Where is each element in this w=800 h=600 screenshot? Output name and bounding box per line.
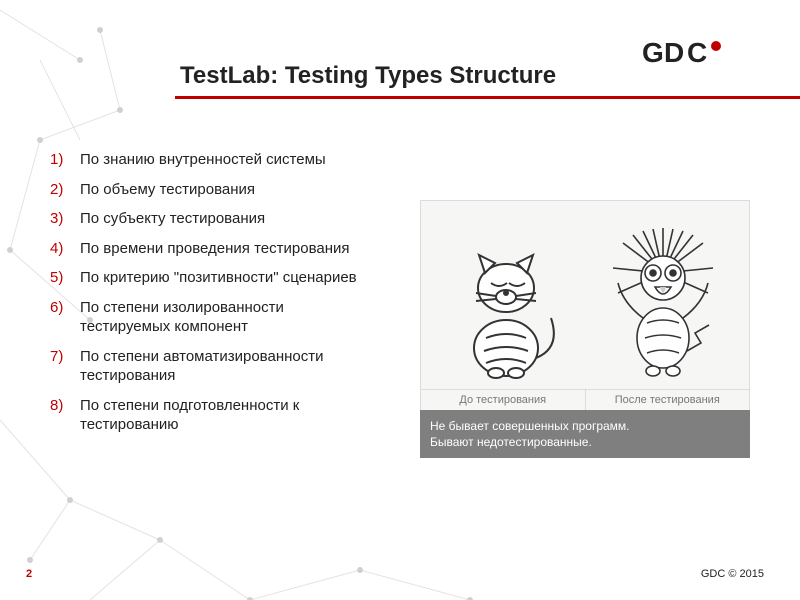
- caption-line-1: Не бывает совершенных программ.: [430, 419, 630, 433]
- list-item: 6) По степени изолированности тестируемы…: [50, 298, 360, 337]
- caption-line-2: Бывают недотестированные.: [430, 435, 592, 449]
- cat-figure: До тестирования После тестирования Не бы…: [420, 200, 750, 458]
- list-number: 2): [50, 180, 80, 200]
- figure-caption: Не бывает совершенных программ. Бывают н…: [420, 410, 750, 458]
- title-underline: [175, 96, 800, 99]
- svg-text:C: C: [687, 38, 707, 68]
- page-number: 2: [26, 568, 32, 580]
- figure-label-left: До тестирования: [421, 390, 586, 410]
- list-item: 4) По времени проведения тестирования: [50, 239, 360, 259]
- list-number: 5): [50, 268, 80, 288]
- list-number: 3): [50, 209, 80, 229]
- list-text: По степени подготовленности к тестирован…: [80, 396, 360, 435]
- figure-drawing: [420, 200, 750, 390]
- list-number: 6): [50, 298, 80, 337]
- cat-before-icon: [451, 233, 561, 383]
- list-text: По субъекту тестирования: [80, 209, 360, 229]
- testing-types-list: 1) По знанию внутренностей системы 2) По…: [50, 150, 360, 445]
- list-item: 5) По критерию "позитивности" сценариев: [50, 268, 360, 288]
- list-item: 1) По знанию внутренностей системы: [50, 150, 360, 170]
- list-text: По знанию внутренностей системы: [80, 150, 360, 170]
- list-item: 8) По степени подготовленности к тестиро…: [50, 396, 360, 435]
- list-number: 7): [50, 347, 80, 386]
- svg-text:D: D: [664, 38, 684, 68]
- list-item: 2) По объему тестирования: [50, 180, 360, 200]
- list-text: По объему тестирования: [80, 180, 360, 200]
- list-number: 1): [50, 150, 80, 170]
- list-item: 3) По субъекту тестирования: [50, 209, 360, 229]
- list-text: По степени автоматизированности тестиров…: [80, 347, 360, 386]
- list-number: 8): [50, 396, 80, 435]
- list-text: По степени изолированности тестируемых к…: [80, 298, 360, 337]
- list-text: По критерию "позитивности" сценариев: [80, 268, 360, 288]
- gdc-logo: G D C: [642, 38, 742, 68]
- svg-text:G: G: [642, 38, 664, 68]
- list-item: 7) По степени автоматизированности тести…: [50, 347, 360, 386]
- list-text: По времени проведения тестирования: [80, 239, 360, 259]
- slide-title: TestLab: Testing Types Structure: [180, 62, 556, 90]
- cat-after-icon: [603, 223, 723, 383]
- figure-labels: До тестирования После тестирования: [420, 390, 750, 410]
- figure-label-right: После тестирования: [586, 390, 750, 410]
- list-number: 4): [50, 239, 80, 259]
- copyright: GDC © 2015: [701, 568, 764, 580]
